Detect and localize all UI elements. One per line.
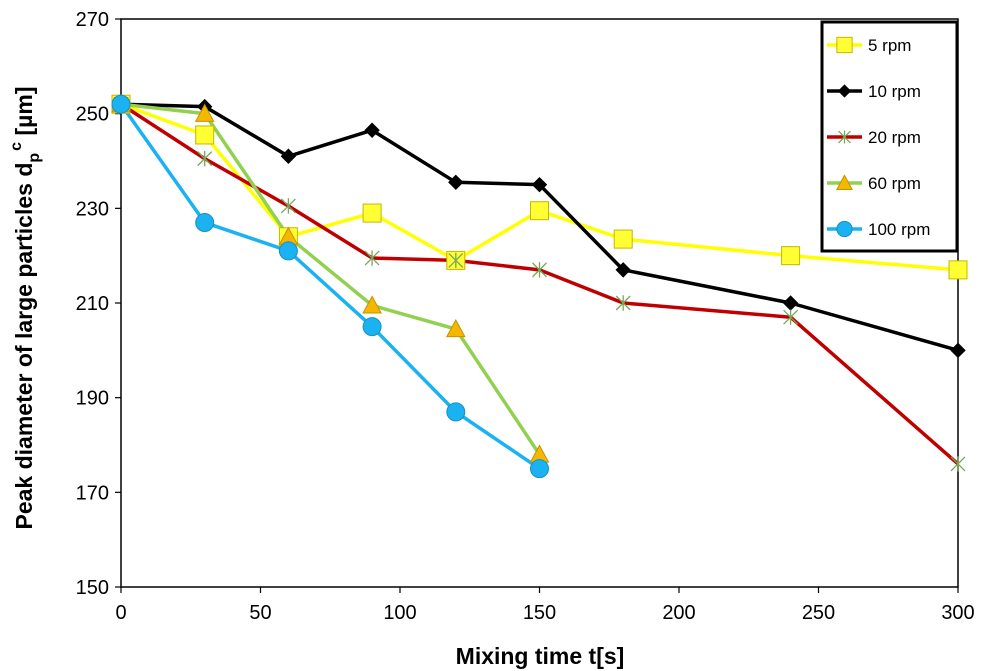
x-axis-title: Mixing time t[s] (456, 643, 625, 669)
data-point (531, 176, 548, 193)
legend-label: 10 rpm (868, 82, 921, 101)
y-tick-label: 270 (76, 9, 109, 31)
data-point (445, 318, 466, 338)
legend-marker (838, 130, 851, 144)
data-point (448, 252, 464, 269)
data-point (948, 260, 968, 280)
legend-entry: 100 rpm (827, 220, 930, 239)
data-point (781, 246, 801, 266)
y-axis-title-unit: [µm] (11, 87, 37, 142)
x-tick-label: 100 (383, 602, 416, 624)
legend-entry: 60 rpm (827, 174, 921, 193)
series-markers (111, 94, 968, 479)
data-point (194, 103, 215, 122)
y-tick-label: 210 (76, 293, 109, 315)
data-point (111, 94, 131, 114)
legend-marker (836, 36, 853, 54)
data-point (362, 203, 382, 223)
data-point (195, 213, 215, 233)
data-point (950, 342, 966, 359)
legend-label: 100 rpm (868, 220, 930, 239)
data-point (615, 295, 631, 311)
y-axis-title-subscript: p (26, 153, 43, 163)
data-point (197, 150, 213, 167)
data-point (530, 459, 549, 479)
series-line-5 (119, 103, 541, 471)
data-point (362, 295, 382, 314)
legend-entry: 5 rpm (827, 36, 911, 55)
data-point (278, 241, 298, 261)
legend-label: 5 rpm (868, 36, 911, 55)
legend-entry: 10 rpm (827, 82, 921, 101)
series-line-4 (120, 102, 541, 456)
y-axis-tick-labels: 150 170 190 210 230 250 270 (76, 9, 109, 599)
x-tick-label: 50 (249, 602, 271, 624)
y-tick-label: 230 (76, 198, 109, 220)
data-point (613, 229, 633, 249)
x-tick-label: 200 (662, 602, 695, 624)
x-axis-tick-labels: 0 50 100 150 200 250 300 (115, 602, 974, 624)
x-tick-label: 250 (802, 602, 835, 624)
data-point (950, 456, 966, 472)
y-tick-label: 250 (76, 104, 109, 126)
data-point (195, 125, 215, 145)
data-point (280, 198, 296, 214)
y-tick-label: 150 (76, 577, 109, 599)
x-tick-label: 0 (115, 602, 126, 624)
x-tick-label: 150 (523, 602, 556, 624)
legend-marker (836, 220, 853, 238)
y-tick-label: 190 (76, 388, 109, 410)
legend-entry: 20 rpm (827, 128, 921, 147)
data-point (364, 122, 380, 138)
legend: 5 rpm 10 rpm 20 rpm 60 rpm 100 rpm (820, 20, 959, 253)
legend-marker (836, 174, 853, 191)
data-point (448, 174, 464, 191)
data-point (532, 262, 547, 278)
data-point (364, 250, 380, 266)
y-tick-label: 170 (76, 482, 109, 504)
data-point (280, 148, 297, 164)
data-point (782, 295, 799, 311)
y-axis-title-main: Peak diameter of large particles d (11, 163, 37, 530)
data-point (362, 317, 382, 337)
legend-marker (837, 84, 852, 98)
data-point (615, 262, 631, 278)
data-point (446, 402, 466, 422)
y-axis-title-superscript: c (8, 142, 25, 151)
y-axis-title: Peak diameter of large particles dpc [µm… (8, 87, 43, 530)
x-tick-label: 300 (941, 602, 974, 624)
legend-label: 20 rpm (868, 128, 921, 147)
data-point (530, 201, 549, 221)
data-point (783, 309, 799, 325)
legend-label: 60 rpm (868, 174, 921, 193)
